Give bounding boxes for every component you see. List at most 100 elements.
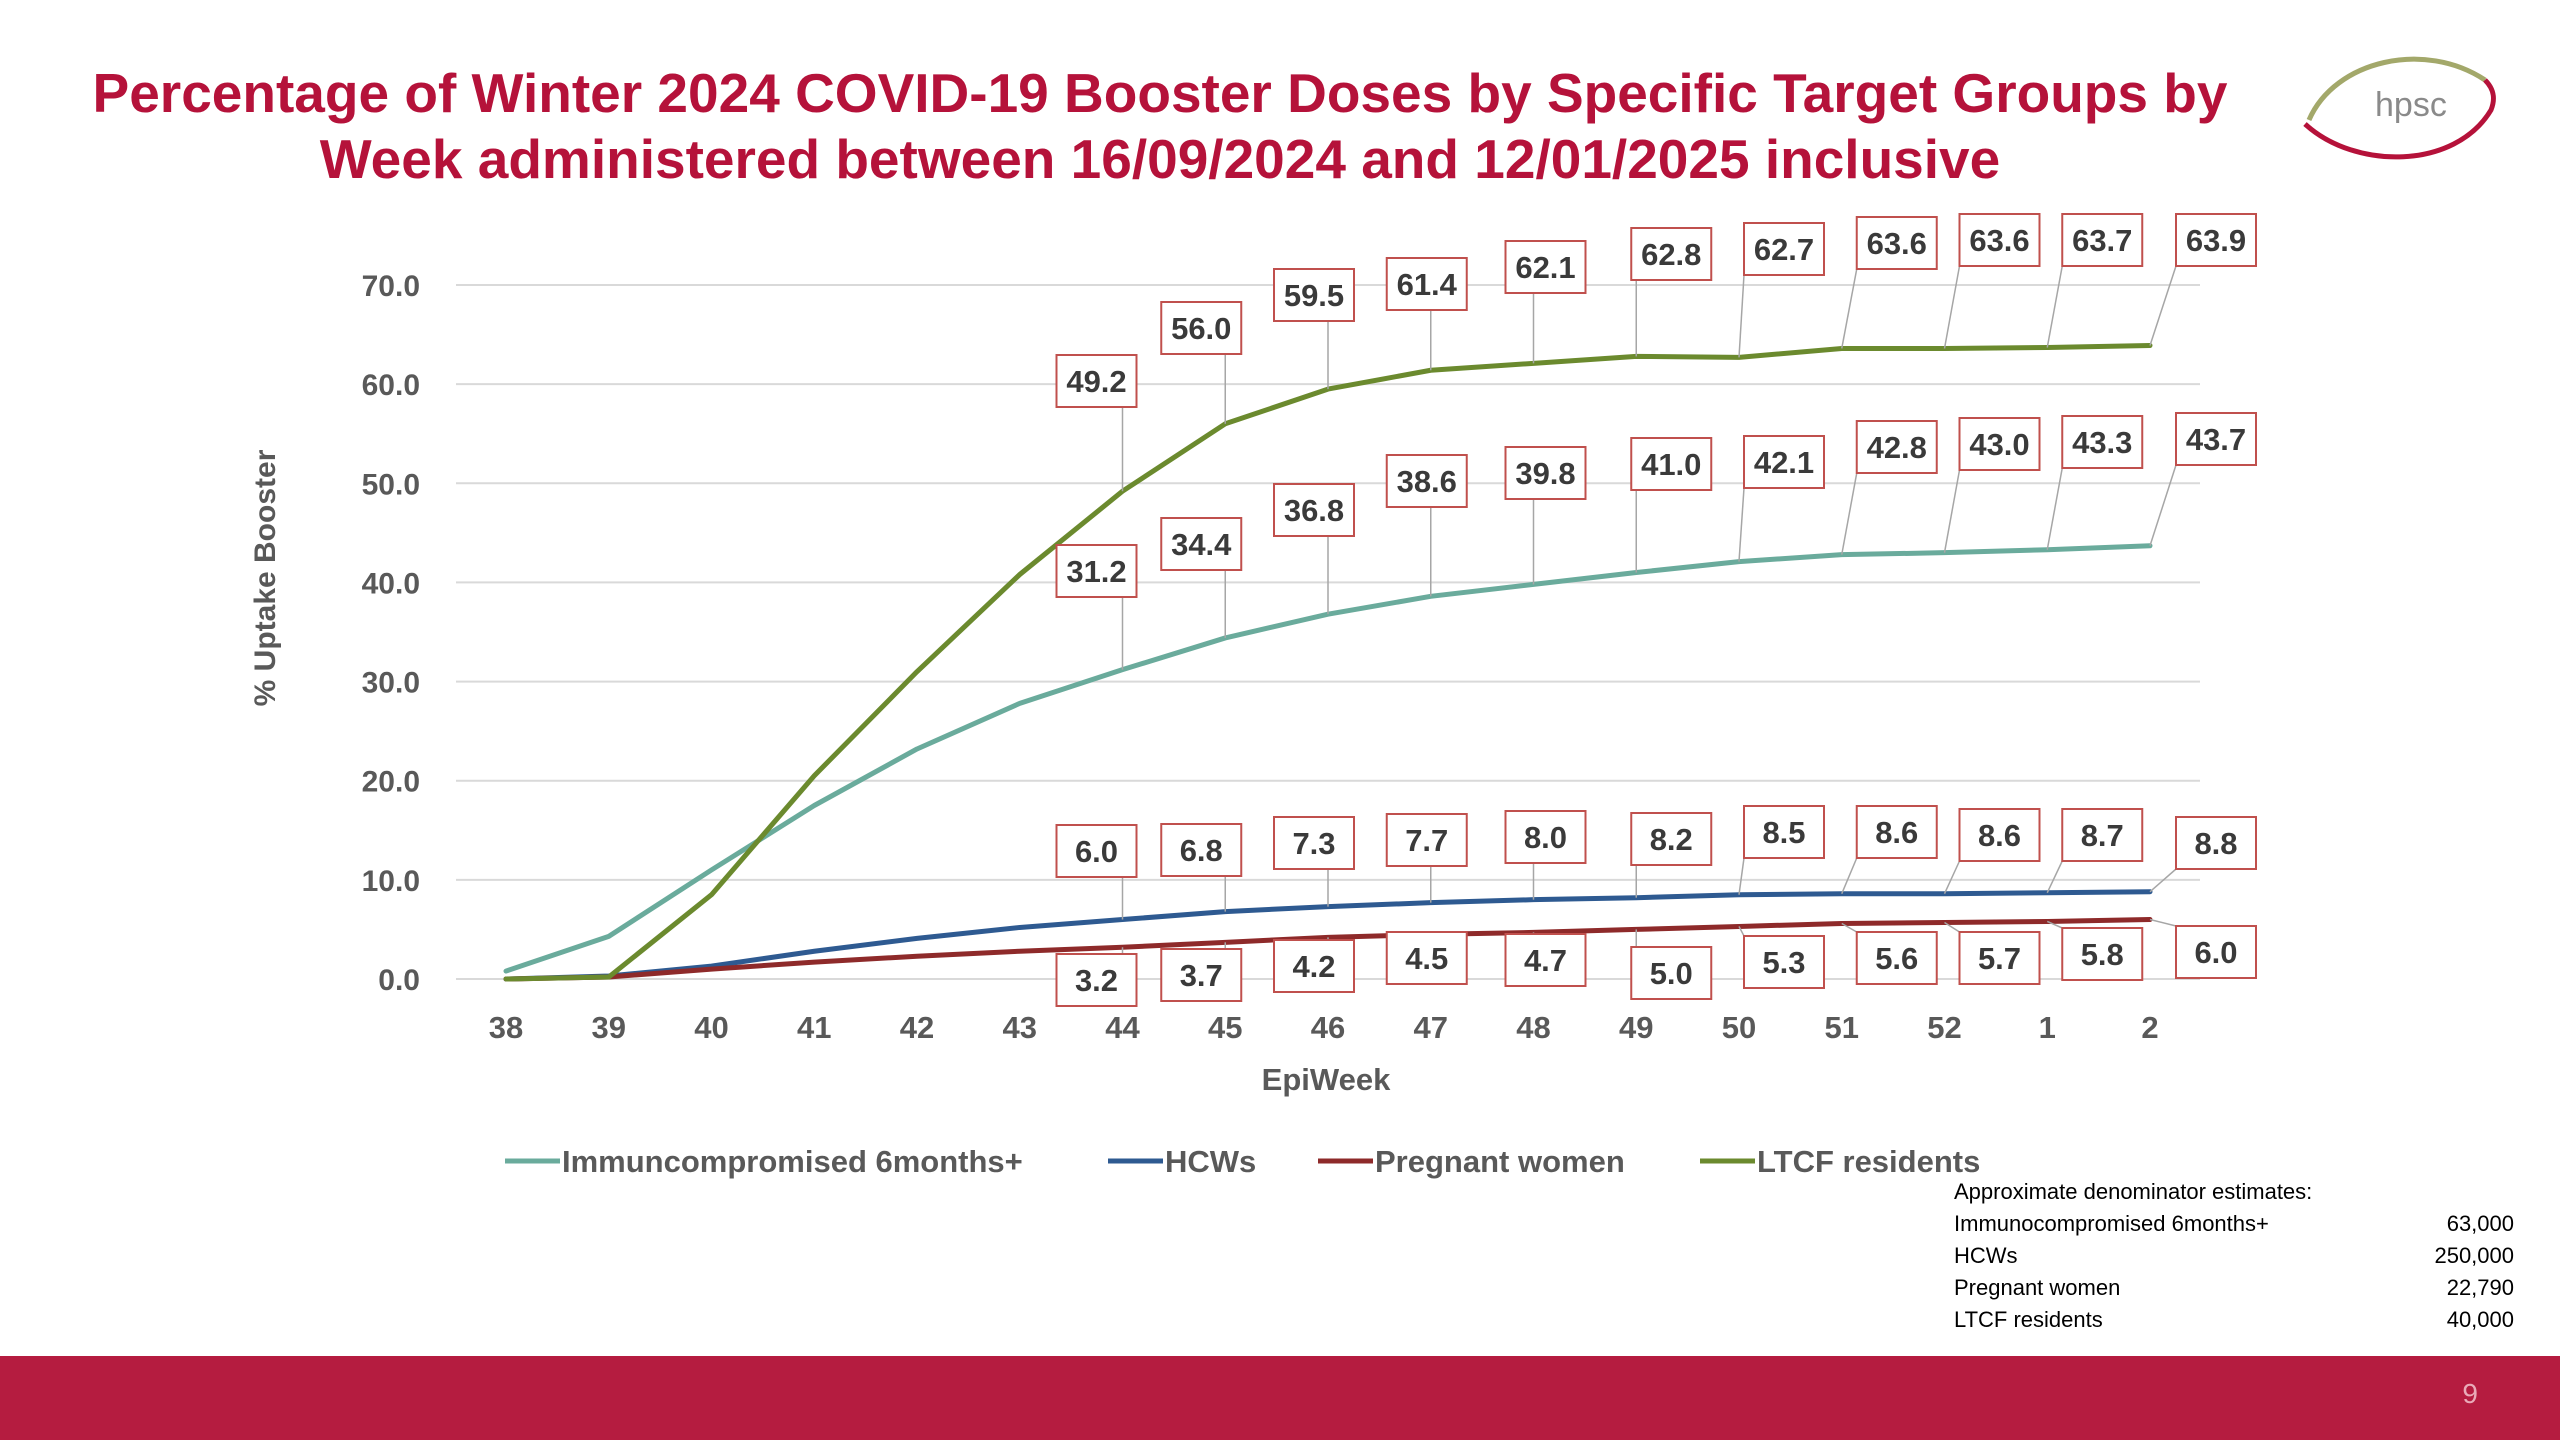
data-label-box <box>1630 227 1713 281</box>
data-label: 5.6 <box>1875 941 1918 976</box>
data-label-box <box>1958 931 2041 985</box>
y-tick-label: 40.0 <box>362 567 420 600</box>
data-label: 3.2 <box>1075 963 1118 998</box>
data-label: 61.4 <box>1397 267 1458 302</box>
data-label: 5.0 <box>1650 956 1693 991</box>
data-label-box <box>1273 483 1355 537</box>
data-label-box <box>1055 354 1138 408</box>
x-tick-label: 40 <box>694 1010 728 1045</box>
y-tick-label: 20.0 <box>362 766 420 799</box>
x-tick-label: 52 <box>1927 1010 1961 1045</box>
x-tick-label: 51 <box>1825 1010 1859 1045</box>
leader-line <box>2046 860 2063 894</box>
data-label: 38.6 <box>1397 464 1457 499</box>
leader-line <box>2149 265 2177 346</box>
slide-title: Percentage of Winter 2024 COVID-19 Boost… <box>40 60 2280 192</box>
data-label: 63.7 <box>2072 223 2132 258</box>
data-label-box <box>1160 948 1243 1002</box>
x-tick-label: 44 <box>1105 1010 1140 1045</box>
data-label: 41.0 <box>1641 447 1701 482</box>
uptake-line-chart: 0.0 10.0 20.0 30.0 40.0 50.0 60.0 70.0 38 39 40 41… <box>249 213 2257 1179</box>
data-label: 7.3 <box>1292 826 1335 861</box>
y-tick-label: 70.0 <box>362 270 420 303</box>
data-label: 43.3 <box>2072 425 2132 460</box>
x-tick-label: 50 <box>1722 1010 1756 1045</box>
data-label: 62.1 <box>1515 250 1575 285</box>
data-label-box <box>1743 435 1825 489</box>
data-label-box <box>1160 823 1243 877</box>
logo-swoosh-top <box>2306 56 2487 121</box>
data-label: 5.3 <box>1762 945 1805 980</box>
data-label-box <box>2175 925 2257 979</box>
data-label: 8.8 <box>2194 826 2237 861</box>
data-label-box <box>1055 544 1138 598</box>
x-tick-label: 2 <box>2141 1010 2158 1045</box>
denominator-heading: Approximate denominator estimates: <box>1954 1179 2313 1204</box>
data-label: 8.0 <box>1524 820 1567 855</box>
data-label: 4.5 <box>1405 941 1448 976</box>
leader-line <box>1944 921 1960 933</box>
leader-line <box>1841 857 1858 895</box>
data-label-box <box>1273 816 1355 870</box>
x-tick-label: 49 <box>1619 1010 1653 1045</box>
data-label: 43.0 <box>1969 427 2029 462</box>
data-label: 6.0 <box>2194 935 2237 970</box>
data-label: 6.8 <box>1180 833 1223 868</box>
denominator-label: Immunocompromised 6months+ <box>1954 1211 2269 1236</box>
leader-line <box>1943 860 1961 895</box>
data-label: 8.2 <box>1650 822 1693 857</box>
leader-line <box>2046 920 2063 929</box>
data-label: 31.2 <box>1066 554 1126 589</box>
data-label-box <box>1385 813 1468 867</box>
data-label: 36.8 <box>1284 493 1344 528</box>
data-label-box <box>2061 415 2144 469</box>
data-label: 59.5 <box>1284 278 1344 313</box>
data-label-box <box>1385 931 1468 985</box>
y-tick-label: 60.0 <box>362 369 420 402</box>
data-label-box <box>1504 933 1587 987</box>
leader-line <box>2046 265 2063 348</box>
data-label: 63.6 <box>1969 223 2029 258</box>
footer-bar: 9 <box>0 1356 2560 1440</box>
data-label: 63.6 <box>1867 226 1927 261</box>
leader-line <box>1738 487 1745 562</box>
leader-line <box>2149 464 2177 546</box>
data-label: 8.6 <box>1978 818 2021 853</box>
denominator-label: HCWs <box>1954 1243 2018 1268</box>
leader-line <box>1841 472 1858 555</box>
denominator-row: HCWs 250,000 <box>1954 1240 2514 1272</box>
leader-line <box>1738 274 1745 358</box>
data-label-box <box>1630 812 1713 866</box>
data-labels: 31.2 34.4 36.8 38.6 39.8 41.0 42.1 42.8 43.0 43.3… <box>1055 213 2257 1007</box>
data-label: 62.7 <box>1754 232 1814 267</box>
data-label: 63.9 <box>2186 223 2246 258</box>
x-tick-label: 1 <box>2039 1010 2056 1045</box>
data-label: 43.7 <box>2186 422 2246 457</box>
legend-label: HCWs <box>1165 1144 1256 1179</box>
y-axis-tick-labels: 0.0 10.0 20.0 30.0 40.0 50.0 60.0 70.0 <box>362 270 420 997</box>
denominator-estimates: Approximate denominator estimates: Immun… <box>1954 1176 2514 1336</box>
data-label-box <box>1855 420 1938 474</box>
leader-line <box>2149 868 2177 893</box>
slide-title-line-2: Week administered between 16/09/2024 and… <box>319 128 2001 190</box>
data-label-box <box>2061 213 2144 267</box>
denominator-row: Pregnant women 22,790 <box>1954 1272 2514 1304</box>
data-label: 49.2 <box>1066 364 1126 399</box>
x-tick-label: 39 <box>592 1010 626 1045</box>
data-label-box <box>2061 927 2144 981</box>
leader-line <box>2046 467 2063 550</box>
hpsc-logo: hpsc <box>2303 56 2496 160</box>
leader-line <box>1841 268 1858 349</box>
denominator-label: LTCF residents <box>1954 1307 2103 1332</box>
data-label-box <box>1743 935 1825 989</box>
denominator-row: LTCF residents 40,000 <box>1954 1304 2514 1336</box>
data-label-box <box>1958 213 2041 267</box>
x-tick-label: 45 <box>1208 1010 1242 1045</box>
logo-swoosh-bottom <box>2303 78 2496 160</box>
denominator-label: Pregnant women <box>1954 1275 2121 1300</box>
denominator-value: 250,000 <box>2434 1243 2514 1268</box>
data-label: 3.7 <box>1180 958 1223 993</box>
x-tick-label: 38 <box>489 1010 523 1045</box>
x-tick-label: 42 <box>900 1010 934 1045</box>
data-label-box <box>1160 517 1243 571</box>
